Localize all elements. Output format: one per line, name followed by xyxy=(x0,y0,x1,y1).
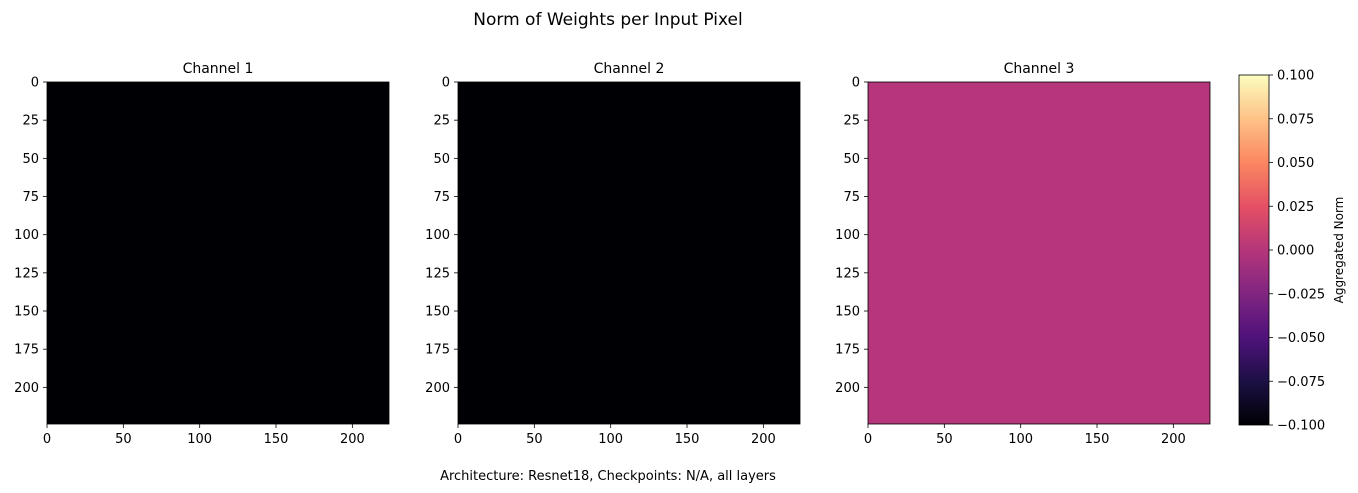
y-tick-label: 125 xyxy=(425,266,450,281)
panel-title: Channel 3 xyxy=(1004,61,1075,77)
x-tick-label: 100 xyxy=(598,432,623,447)
colorbar-tick-label: 0.050 xyxy=(1277,156,1314,171)
y-tick-label: 25 xyxy=(22,114,39,129)
colorbar-tick-label: −0.025 xyxy=(1277,287,1325,302)
panel-title: Channel 2 xyxy=(594,61,665,77)
y-tick-label: 150 xyxy=(425,305,450,320)
heatmap-panel-2: Channel 2 0 50 100 150 200 0 25 50 75 100 125 150 175… xyxy=(425,61,801,447)
heatmap-cells xyxy=(867,81,1211,425)
x-tick-label: 50 xyxy=(526,432,543,447)
y-tick-label: 50 xyxy=(433,152,450,167)
y-tick-label: 200 xyxy=(835,381,860,396)
x-tick-label: 150 xyxy=(1085,432,1110,447)
x-tick-label: 200 xyxy=(1161,432,1186,447)
y-tick-label: 175 xyxy=(14,343,39,358)
y-tick-label: 75 xyxy=(843,190,860,205)
x-tick-label: 50 xyxy=(115,432,132,447)
x-tick-label: 100 xyxy=(187,432,212,447)
colorbar-tick-label: −0.050 xyxy=(1277,331,1325,346)
y-tick-label: 100 xyxy=(425,228,450,243)
heatmap-cells xyxy=(46,81,390,425)
x-tick-label: 0 xyxy=(454,432,462,447)
x-tick-label: 0 xyxy=(864,432,872,447)
y-tick-label: 100 xyxy=(14,228,39,243)
figure-title: Norm of Weights per Input Pixel xyxy=(473,10,742,30)
y-tick-label: 175 xyxy=(425,343,450,358)
y-tick-label: 75 xyxy=(433,190,450,205)
heatmap-panel-1: Channel 1 0 50 100 150 200 0 25 50 75 100 125 150 175… xyxy=(14,61,390,447)
y-tick-label: 125 xyxy=(835,266,860,281)
y-tick-label: 100 xyxy=(835,228,860,243)
colorbar-tick-label: −0.075 xyxy=(1277,375,1325,390)
y-tick-label: 25 xyxy=(843,114,860,129)
y-tick-label: 50 xyxy=(22,152,39,167)
x-tick-label: 100 xyxy=(1008,432,1033,447)
x-tick-label: 150 xyxy=(675,432,700,447)
y-tick-label: 200 xyxy=(14,381,39,396)
heatmap-panel-3: Channel 3 0 50 100 150 200 0 25 50 75 100 125 150 175… xyxy=(835,61,1211,447)
colorbar-tick-label: 0.000 xyxy=(1277,244,1314,259)
y-tick-label: 0 xyxy=(442,76,450,91)
y-tick-label: 0 xyxy=(852,76,860,91)
y-tick-label: 125 xyxy=(14,266,39,281)
y-tick-label: 0 xyxy=(31,76,39,91)
colorbar-tick-label: 0.100 xyxy=(1277,69,1314,84)
y-tick-label: 200 xyxy=(425,381,450,396)
heatmap-cells xyxy=(457,81,801,425)
colorbar-tick-label: 0.025 xyxy=(1277,200,1314,215)
figure-caption: Architecture: Resnet18, Checkpoints: N/A… xyxy=(440,469,776,484)
y-tick-label: 75 xyxy=(22,190,39,205)
y-tick-label: 150 xyxy=(835,305,860,320)
panel-title: Channel 1 xyxy=(183,61,254,77)
x-tick-label: 200 xyxy=(751,432,776,447)
y-tick-label: 50 xyxy=(843,152,860,167)
colorbar-tick-label: 0.075 xyxy=(1277,112,1314,127)
x-tick-label: 200 xyxy=(340,432,365,447)
x-tick-label: 150 xyxy=(264,432,289,447)
colorbar-label: Aggregated Norm xyxy=(1332,197,1346,304)
colorbar-tick-label: −0.100 xyxy=(1277,419,1325,434)
y-tick-label: 175 xyxy=(835,343,860,358)
x-tick-label: 0 xyxy=(43,432,51,447)
colorbar xyxy=(1238,74,1270,426)
y-tick-label: 25 xyxy=(433,114,450,129)
y-tick-label: 150 xyxy=(14,305,39,320)
x-tick-label: 50 xyxy=(936,432,953,447)
